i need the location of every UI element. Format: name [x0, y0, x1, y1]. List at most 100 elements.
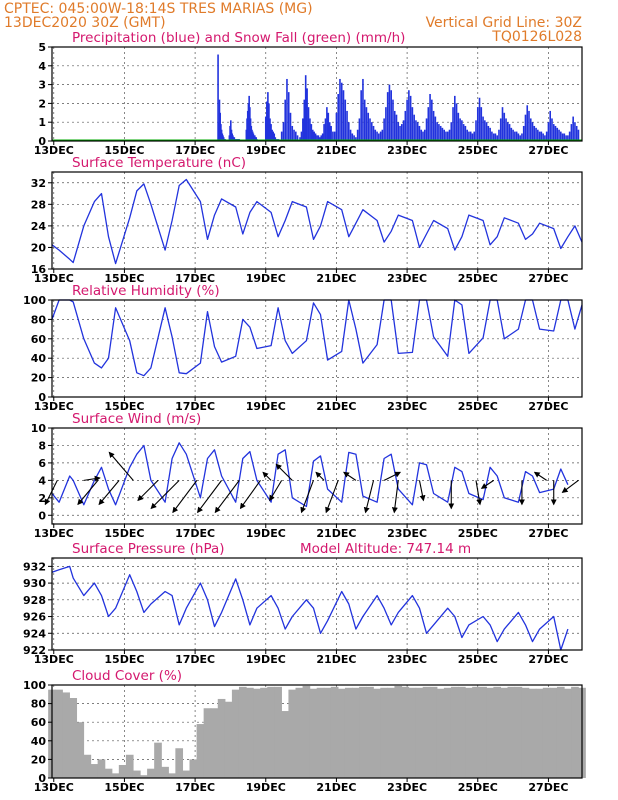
bar	[264, 116, 267, 141]
x-tick-label: 27DEC	[528, 653, 568, 666]
header-station-line: CPTEC: 045:00W-18:14S TRES MARIAS (MG)	[4, 1, 313, 17]
x-tick-label: 15DEC	[104, 527, 144, 540]
bar	[507, 686, 516, 778]
bar	[501, 107, 504, 141]
panel-6: Cloud Cover (%) 0 20 40 60 80 100 13DEC 15DEC 17D…	[23, 668, 586, 794]
panel-4: Surface Wind (m/s) 0 2 4 6 8 10 13DEC 15DEC 17DEC…	[31, 411, 583, 540]
bar	[459, 118, 461, 141]
x-tick-label: 17DEC	[175, 653, 215, 666]
bar	[231, 689, 240, 778]
x-tick-label: 25DEC	[458, 653, 498, 666]
bar	[461, 120, 463, 141]
bar	[431, 99, 433, 141]
bar	[462, 124, 465, 141]
bar	[401, 686, 410, 778]
bar	[370, 122, 373, 141]
bar	[274, 137, 277, 141]
y-tick-label: 2	[38, 492, 46, 505]
x-tick-label: 19DEC	[246, 400, 286, 413]
bar	[535, 127, 537, 141]
bar	[272, 131, 274, 141]
bar	[313, 131, 315, 141]
x-tick-label: 19DEC	[246, 653, 286, 666]
wind-arrow	[44, 480, 58, 506]
bar	[314, 133, 317, 141]
bar	[510, 127, 513, 141]
bar	[346, 110, 348, 141]
header-date-line: 13DEC2020 30Z (GMT)	[4, 15, 166, 31]
bar	[500, 687, 509, 778]
bar	[268, 103, 270, 141]
wind-arrow	[480, 479, 494, 489]
bar	[427, 107, 430, 141]
bar	[373, 688, 381, 778]
x-tick-label: 23DEC	[387, 272, 427, 285]
bar	[328, 122, 331, 141]
y-tick-label: 10	[31, 422, 47, 435]
bar	[408, 687, 417, 778]
bar	[542, 133, 544, 141]
bar	[293, 129, 295, 141]
x-tick-label: 21DEC	[316, 272, 356, 285]
bar	[491, 131, 493, 141]
x-tick-label: 23DEC	[387, 653, 427, 666]
bar	[438, 124, 440, 141]
bar	[423, 129, 426, 141]
y-tick-label: 100	[23, 294, 46, 307]
y-tick-label: 6	[38, 457, 46, 470]
bar	[337, 94, 339, 141]
bar	[560, 131, 562, 141]
y-tick-label: 4	[38, 474, 46, 487]
bar	[567, 135, 569, 141]
bar	[296, 135, 299, 141]
bar	[367, 112, 370, 141]
bar	[118, 764, 127, 778]
x-tick-label: 27DEC	[528, 272, 568, 285]
bar	[528, 688, 537, 778]
bar	[425, 118, 428, 141]
bar	[388, 84, 391, 141]
series-line	[51, 178, 583, 265]
panel-frame	[51, 299, 583, 398]
wind-arrow	[300, 480, 314, 514]
bar	[353, 135, 355, 141]
panel-title: Relative Humidity (%)	[72, 283, 220, 299]
bar	[392, 99, 394, 141]
bar	[450, 686, 459, 778]
bar	[140, 775, 148, 778]
bar	[519, 135, 521, 141]
bar	[468, 131, 470, 141]
bar	[344, 687, 353, 778]
x-tick-label: 21DEC	[316, 653, 356, 666]
header-model-code: TQ0126L028	[491, 29, 582, 45]
panel-2: Surface Temperature (nC) 16 20 24 28 32 13DEC 1…	[31, 155, 583, 285]
x-tick-label: 23DEC	[387, 400, 427, 413]
y-tick-label: 40	[31, 735, 47, 748]
y-tick-label: 80	[31, 698, 47, 711]
bar	[521, 133, 523, 141]
bar	[393, 110, 396, 141]
bar	[538, 131, 541, 141]
x-tick-label: 21DEC	[316, 781, 356, 794]
bar	[217, 698, 226, 778]
bar	[324, 118, 327, 141]
bar	[224, 701, 233, 778]
bar	[487, 125, 490, 141]
bar	[316, 135, 318, 141]
y-tick-label: 60	[31, 716, 47, 729]
bar	[355, 137, 357, 141]
panel-1: Precipitation (blue) and Snow Fall (gree…	[34, 30, 583, 157]
bar	[132, 770, 141, 778]
x-tick-label: 19DEC	[246, 527, 286, 540]
panel-5: Surface Pressure (hPa) Model Altitude: 74…	[23, 541, 583, 666]
x-tick-label: 17DEC	[175, 144, 215, 157]
bar	[572, 116, 574, 141]
bar	[529, 118, 532, 141]
x-tick-label: 21DEC	[316, 527, 356, 540]
bar	[452, 107, 454, 141]
wind-arrow	[561, 479, 579, 493]
bar	[545, 131, 548, 141]
bar	[505, 118, 507, 141]
bar	[457, 112, 460, 141]
bar	[575, 125, 578, 141]
